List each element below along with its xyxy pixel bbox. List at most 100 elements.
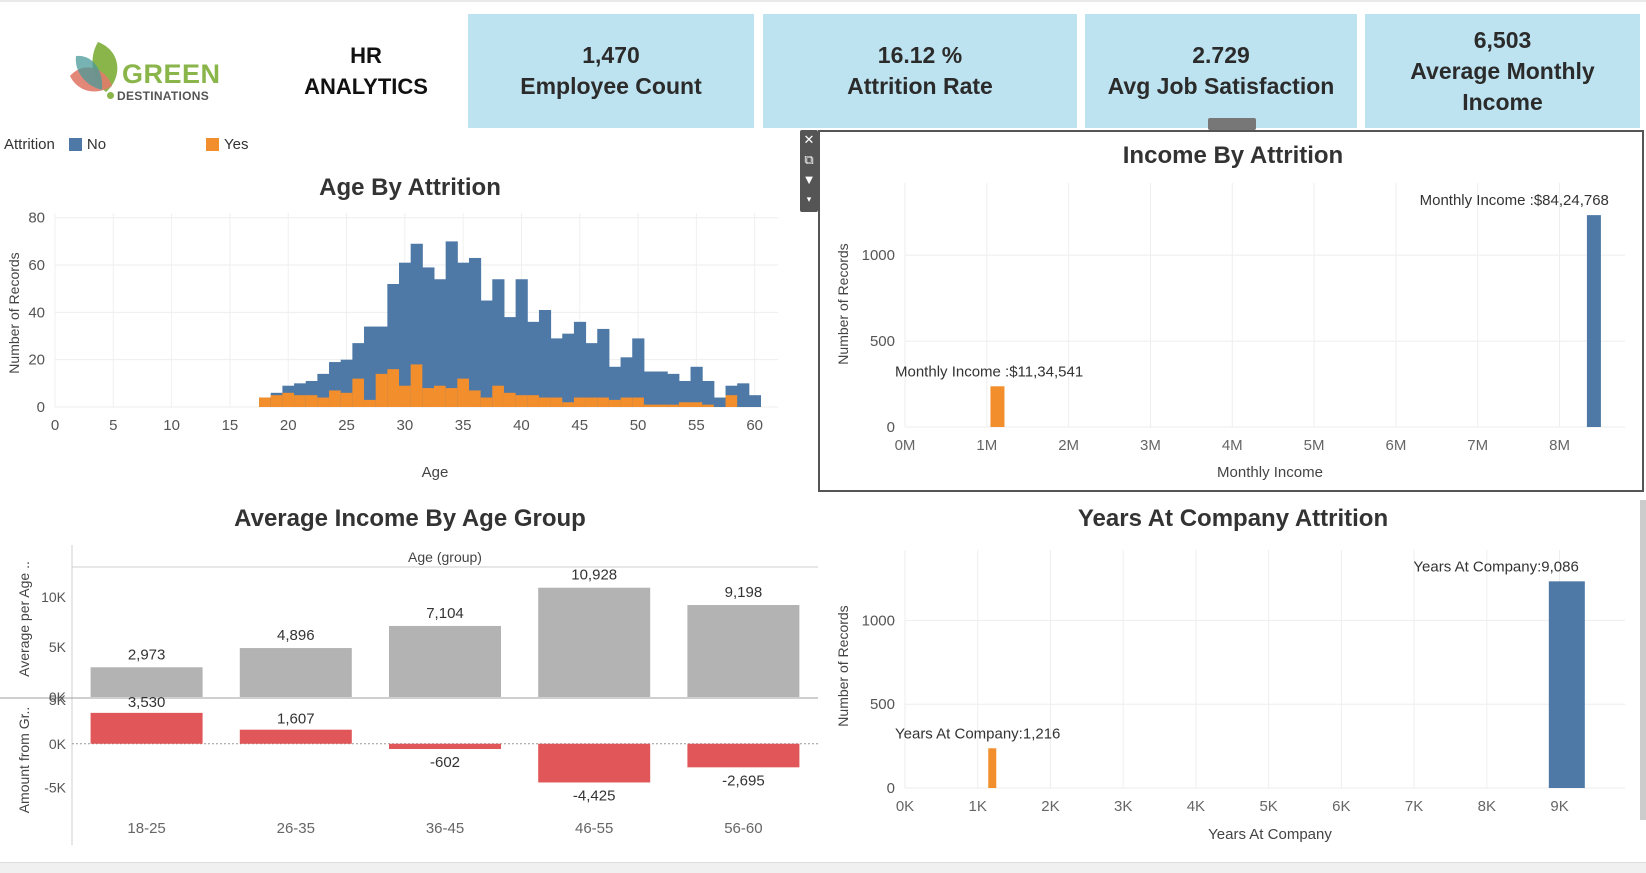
bar-no — [550, 338, 563, 407]
y-tick-label: 500 — [870, 333, 895, 350]
bar-yes — [573, 397, 587, 407]
bar-yes — [352, 378, 365, 407]
dropdown-icon[interactable]: ▾ — [806, 194, 812, 204]
x-tick-label: 9K — [1550, 798, 1568, 815]
bar-yes — [988, 748, 997, 788]
diff-bar — [538, 743, 651, 783]
x-tick-label: 5 — [109, 417, 117, 434]
dashboard-title-line1: HR — [350, 43, 382, 68]
legend-swatch-no — [68, 138, 82, 151]
kpi-label: Avg Job Satisfaction — [1107, 73, 1335, 99]
bar-yes — [410, 364, 423, 407]
bar-yes — [667, 404, 680, 407]
bar-yes — [990, 386, 1005, 427]
close-icon[interactable]: ✕ — [803, 132, 815, 147]
avg-income-by-age-group-chart[interactable]: 0K5K10K-5K0K5K2,9733,53018-254,8961,6072… — [0, 545, 818, 845]
y-tick-label: 1000 — [862, 612, 895, 629]
x-tick-label: 7M — [1467, 437, 1488, 454]
bar-no — [748, 395, 762, 407]
bar-yes — [399, 385, 412, 407]
bar-yes — [702, 404, 715, 407]
logo-subtext: DESTINATIONS — [117, 89, 210, 103]
years-chart-title: Years At Company Attrition — [1077, 505, 1389, 532]
bar-data-label: 10,928 — [571, 567, 617, 584]
y-tick-label: 0K — [49, 689, 67, 705]
bar-no — [364, 326, 377, 407]
bar-no — [713, 397, 727, 407]
x-tick-label: 45 — [571, 417, 588, 434]
bar-no — [655, 371, 668, 407]
years-x-axis-label: Years At Company — [1208, 826, 1332, 843]
bar-data-label: 1,607 — [277, 711, 315, 728]
x-tick-label: 15 — [222, 417, 239, 434]
kpi-monthly-income[interactable]: 6,503 Average Monthly Income — [1365, 14, 1640, 128]
age-by-attrition-chart[interactable]: 0 5 10 15 20 25 30 35 40 45 50 55 60 0 20 40 60 80 — [0, 205, 810, 460]
attrition-legend[interactable]: Attrition No Yes — [4, 136, 249, 153]
bar-data-label: -602 — [430, 754, 460, 771]
bar-no — [562, 333, 575, 407]
x-tick-label: 0 — [51, 417, 59, 434]
years-at-company-chart[interactable]: 0K 1K 2K 3K 4K 5K 6K 7K 8K 9K 0 500 1000 Years At Com… — [820, 540, 1646, 840]
x-tick-label: 5M — [1304, 437, 1325, 454]
bar-no — [608, 366, 622, 407]
bar-yes — [294, 395, 307, 407]
bar-yes — [259, 397, 272, 407]
x-tick-label: 46-55 — [575, 820, 613, 837]
bar-yes — [655, 404, 668, 407]
x-tick-label: 5K — [1259, 798, 1277, 815]
popout-icon[interactable]: ⧉ — [804, 152, 814, 167]
vertical-scrollbar[interactable] — [1640, 500, 1646, 820]
bar-yes — [364, 399, 377, 407]
x-tick-label: 50 — [630, 417, 647, 434]
kpi-attrition-rate[interactable]: 16.12 % Attrition Rate — [763, 14, 1077, 128]
bar-yes — [620, 397, 633, 407]
diff-bar — [687, 743, 800, 768]
x-tick-label: 0K — [896, 798, 914, 815]
legend-item-no[interactable]: No — [86, 136, 107, 153]
y-tick-label: -5K — [44, 780, 66, 796]
x-tick-label: 10 — [163, 417, 180, 434]
y-tick-label: 0K — [49, 736, 67, 752]
income-chart-title: Income By Attrition — [1122, 142, 1344, 169]
kpi-value: 2.729 — [1192, 42, 1250, 68]
bar-yes — [678, 402, 692, 407]
bar-yes — [375, 373, 388, 407]
diff-bar — [389, 743, 501, 750]
bar-no — [702, 380, 715, 407]
y-tick-label: 1000 — [862, 247, 895, 264]
bar-data-label: 4,896 — [277, 627, 315, 644]
bar-data-label: Monthly Income :$84,24,768 — [1420, 192, 1609, 209]
x-tick-label: 25 — [338, 417, 355, 434]
legend-item-yes[interactable]: Yes — [224, 136, 249, 153]
bar-data-label: 7,104 — [426, 605, 464, 622]
bar-yes — [538, 397, 552, 407]
sheet-drag-handle[interactable] — [1208, 118, 1256, 130]
bar-no — [480, 300, 493, 407]
bar-data-label: 9,198 — [725, 584, 763, 601]
bar-no — [538, 310, 552, 407]
income-by-attrition-chart[interactable]: 0M 1M 2M 3M 4M 5M 6M 7M 8M 0 500 1000 Monthly Income… — [820, 175, 1646, 460]
x-tick-label: 6K — [1332, 798, 1350, 815]
dashboard-title-line2: ANALYTICS — [304, 74, 428, 99]
bar-data-label: Years At Company:1,216 — [895, 725, 1060, 742]
bar-yes — [317, 397, 330, 407]
bar-no — [737, 383, 750, 407]
dashboard-title: HR ANALYTICS — [286, 40, 446, 102]
bar-yes — [643, 404, 657, 407]
bar-no — [492, 279, 505, 407]
age-group-axis-label: Age (group) — [408, 549, 482, 565]
bar-yes — [597, 397, 610, 407]
bar-yes — [422, 388, 435, 407]
age-chart-title: Age By Attrition — [319, 174, 501, 201]
bar-no — [678, 380, 692, 407]
kpi-employee-count[interactable]: 1,470 Employee Count — [468, 14, 754, 128]
bar-yes — [445, 388, 458, 407]
bottom-tab-strip[interactable] — [0, 862, 1646, 873]
kpi-job-satisfaction[interactable]: 2.729 Avg Job Satisfaction — [1085, 14, 1357, 128]
selected-sheet-border — [818, 130, 1644, 492]
leaf-logo-icon — [70, 42, 118, 92]
x-tick-label: 40 — [513, 417, 530, 434]
filter-icon[interactable]: ▼ — [802, 172, 816, 187]
y-tick-label: 0 — [37, 399, 45, 416]
kpi-value: 6,503 — [1473, 26, 1532, 53]
